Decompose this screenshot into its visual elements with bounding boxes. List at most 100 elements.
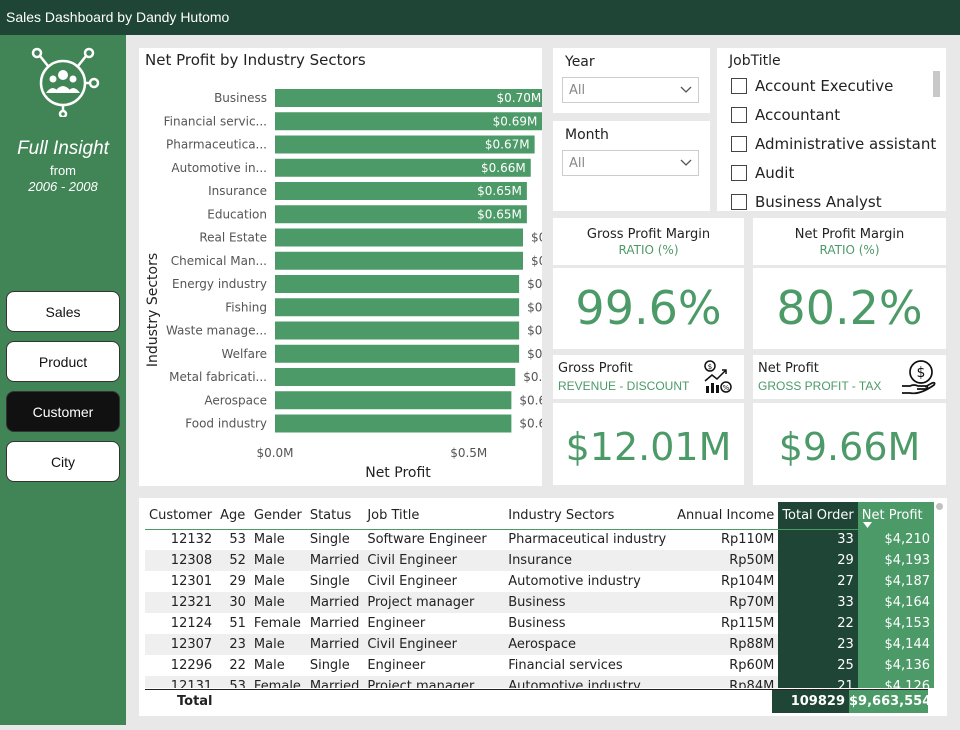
table-row[interactable]: 12301 29 Male Single Civil Engineer Automotiv…	[145, 571, 934, 592]
cell-total-order: 22	[778, 613, 858, 634]
col-status[interactable]: Status	[305, 502, 364, 530]
cell-status: Married	[305, 634, 364, 655]
insight-from: from	[50, 163, 76, 178]
net-profit-subtitle: GROSS PROFIT - TAX	[758, 379, 882, 393]
cell-gender: Male	[253, 532, 285, 548]
table-row[interactable]: 12296 22 Male Single Engineer Financial servi…	[145, 655, 934, 676]
bar-value-label: $0.63M	[527, 347, 542, 361]
jobtitle-option[interactable]: Account Executive	[731, 77, 893, 95]
bar[interactable]	[275, 344, 520, 363]
cell-age: 30	[216, 592, 250, 613]
cell-annual-income: Rp88M	[673, 634, 779, 655]
table-row[interactable]: 12321 30 Male Married Project manager Busines…	[145, 592, 934, 613]
nav-customer-button[interactable]: Customer	[6, 391, 120, 432]
cell-annual-income: Rp84M	[673, 676, 779, 688]
jobtitle-filter: JobTitle Account Executive Accountant Ad…	[717, 48, 946, 211]
table-header-row: Customer Age Gender Status Job Title Ind…	[145, 502, 934, 530]
bar[interactable]	[275, 205, 527, 224]
nav-sales-button[interactable]: Sales	[6, 291, 120, 332]
cell-customer: 12307	[145, 634, 217, 655]
bar[interactable]	[275, 182, 527, 200]
bar[interactable]	[275, 89, 542, 107]
bar-value-label: $0.66M	[481, 161, 526, 175]
cell-annual-income: Rp115M	[720, 616, 775, 631]
chevron-down-icon	[680, 86, 692, 93]
year-dropdown[interactable]: All	[562, 77, 699, 103]
y-tick-label: Financial servic...	[164, 114, 267, 128]
col-job-title[interactable]: Job Title	[363, 502, 505, 530]
cell-annual-income: Rp104M	[720, 574, 775, 589]
table-row[interactable]: 12132 53 Male Single Software Engineer Pharma…	[145, 529, 934, 550]
y-tick-label: Welfare	[221, 347, 267, 361]
x-tick-label: $0.5M	[450, 446, 487, 460]
checkbox[interactable]	[731, 78, 747, 94]
checkbox[interactable]	[731, 194, 747, 210]
gross-margin-value: 99.6%	[575, 281, 722, 335]
checkbox[interactable]	[731, 165, 747, 181]
cell-industry: Pharmaceutical industry	[508, 532, 667, 548]
x-tick-label: $0.0M	[256, 446, 293, 460]
cell-net-profit: $4,193	[857, 550, 934, 571]
jobtitle-option-label: Business Analyst	[755, 193, 882, 211]
month-filter-label: Month	[565, 127, 609, 143]
gross-profit-header: Gross Profit REVENUE - DISCOUNT $ %	[553, 355, 744, 399]
col-gender[interactable]: Gender	[249, 502, 306, 530]
bar[interactable]	[275, 414, 512, 433]
bar-value-label: $0.67M	[485, 138, 530, 152]
table-row[interactable]: 12307 23 Male Married Civil Engineer Aerospac…	[145, 634, 934, 655]
checkbox[interactable]	[731, 136, 747, 152]
customer-table: Customer Age Gender Status Job Title Ind…	[145, 502, 934, 688]
customer-table-panel: Customer Age Gender Status Job Title Ind…	[139, 498, 947, 716]
cell-total-order: 33	[778, 592, 858, 613]
cell-job-title: Project manager	[363, 592, 505, 613]
bar[interactable]	[275, 158, 531, 177]
col-age[interactable]: Age	[216, 502, 250, 530]
year-filter-label: Year	[565, 54, 595, 70]
col-customer[interactable]: Customer	[145, 502, 217, 530]
cell-gender: Male	[253, 574, 285, 589]
bar[interactable]	[275, 275, 520, 293]
col-net-profit[interactable]: Net Profit	[857, 502, 934, 530]
bar[interactable]	[275, 112, 542, 131]
table-row[interactable]: 12308 52 Male Married Civil Engineer Insuranc…	[145, 550, 934, 571]
table-scrollbar[interactable]	[936, 503, 943, 510]
bar[interactable]	[275, 251, 523, 270]
table-total-row: Total 109829 $9,663,554	[145, 689, 931, 713]
svg-text:$: $	[708, 363, 712, 371]
y-tick-label: Automotive in...	[171, 161, 267, 175]
col-total-order[interactable]: Total Order	[778, 502, 858, 530]
cell-age: 53	[216, 676, 250, 688]
bar[interactable]	[275, 391, 512, 410]
nav-product-button[interactable]: Product	[6, 341, 120, 382]
y-tick-label: Education	[207, 207, 267, 221]
jobtitle-option[interactable]: Administrative assistant	[731, 135, 936, 153]
month-dropdown[interactable]: All	[562, 150, 699, 176]
table-row[interactable]: 12124 51 Female Married Engineer Business Rp11…	[145, 613, 934, 634]
bar[interactable]	[275, 135, 535, 154]
bar-value-label: $0.61M	[519, 393, 542, 407]
bar-value-label: $0.63M	[527, 324, 542, 338]
col-annual-income[interactable]: Annual Income	[673, 502, 779, 530]
cell-status: Married	[305, 676, 364, 688]
total-order-sum: 109829	[772, 690, 849, 713]
bar[interactable]	[275, 321, 520, 340]
jobtitle-option[interactable]: Accountant	[731, 106, 840, 124]
jobtitle-option[interactable]: Audit	[731, 164, 794, 182]
insight-caption: Full Insight from 2006 - 2008	[0, 138, 126, 194]
bar[interactable]	[275, 368, 516, 386]
jobtitle-scrollbar[interactable]	[933, 71, 940, 97]
window-title: Sales Dashboard by Dandy Hutomo	[0, 0, 960, 35]
col-industry[interactable]: Industry Sectors	[504, 502, 674, 530]
net-profit-card: $9.66M	[753, 403, 946, 485]
cell-total-order: 21	[778, 676, 858, 688]
bar[interactable]	[275, 228, 523, 247]
cell-total-order: 23	[778, 634, 858, 655]
bar[interactable]	[275, 298, 520, 317]
cell-gender: Male	[249, 634, 306, 655]
checkbox[interactable]	[731, 107, 747, 123]
jobtitle-option[interactable]: Business Analyst	[731, 193, 882, 211]
cell-net-profit: $4,187	[857, 571, 934, 592]
cell-net-profit: $4,136	[857, 655, 934, 676]
nav-city-button[interactable]: City	[6, 441, 120, 482]
table-row[interactable]: 12131 53 Female Married Project manager Autom…	[145, 676, 934, 688]
